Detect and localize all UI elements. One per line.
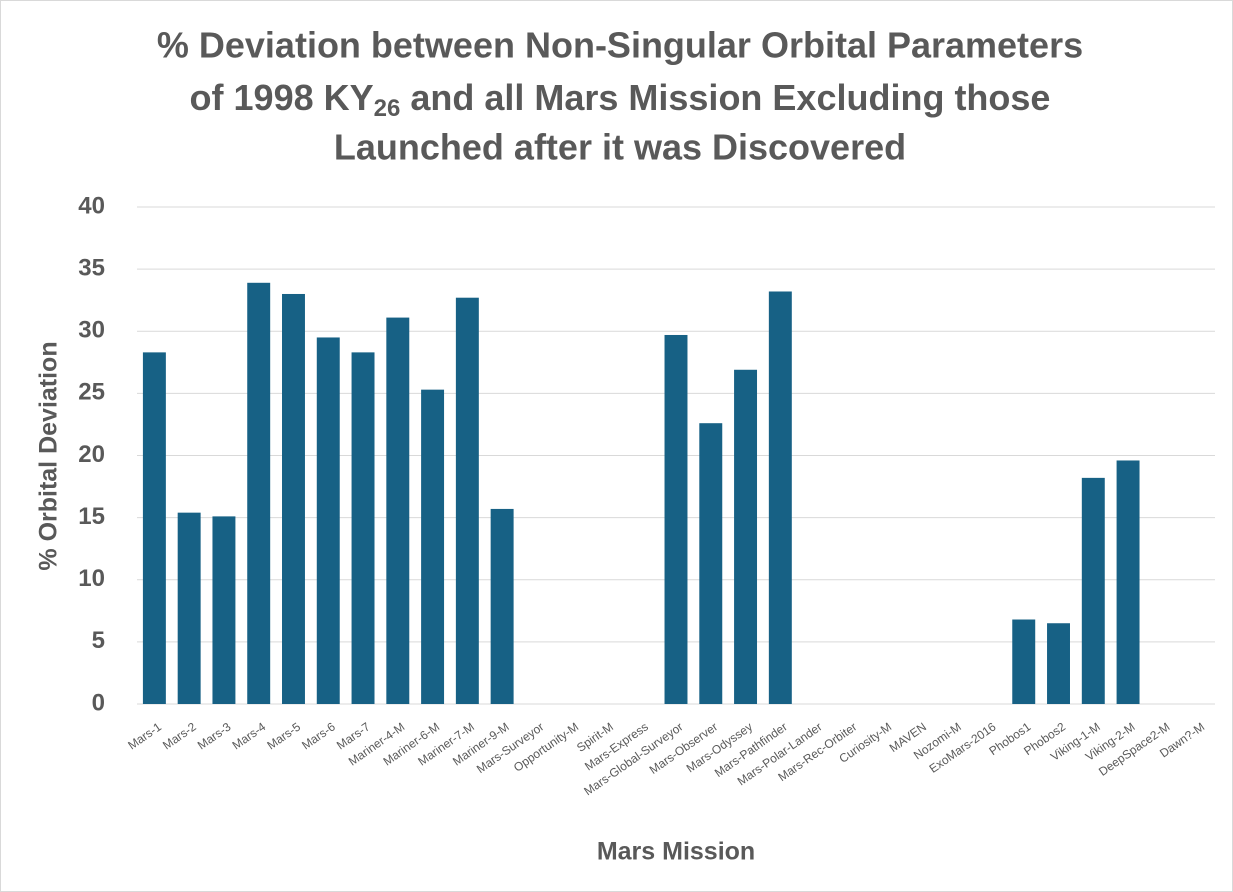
bar (699, 423, 723, 704)
y-axis-title: % Orbital Deviation (35, 341, 63, 570)
bar (316, 337, 340, 704)
y-tick-label: 15 (78, 503, 105, 530)
bar (386, 317, 410, 704)
title-part: of 1998 KY (190, 77, 374, 118)
y-tick-label: 5 (92, 627, 105, 654)
bar (490, 508, 514, 704)
y-tick-label: 20 (78, 441, 105, 468)
bar (142, 352, 166, 704)
bar (734, 369, 758, 704)
bar (1081, 477, 1105, 704)
bar (282, 293, 305, 704)
bar (664, 334, 688, 704)
bar (455, 297, 479, 704)
chart-title-line: of 1998 KY26 and all Mars Mission Excludi… (190, 77, 1051, 123)
bar (768, 291, 792, 704)
y-tick-label: 40 (78, 192, 105, 219)
bar (212, 516, 236, 704)
y-tick-label: 35 (78, 254, 105, 281)
bar (177, 512, 201, 704)
bar (421, 389, 445, 704)
bar (351, 352, 375, 704)
y-tick-label: 10 (78, 565, 105, 592)
title-subscript: 26 (374, 95, 401, 122)
y-tick-label: 25 (78, 379, 105, 406)
title-part: and all Mars Mission Excluding those (410, 77, 1050, 118)
bar (247, 282, 271, 704)
y-tick-label: 0 (92, 689, 105, 716)
chart-title-line: % Deviation between Non-Singular Orbital… (157, 25, 1083, 66)
x-axis-title: Mars Mission (597, 838, 755, 866)
bar (1116, 460, 1140, 704)
chart-title-line: Launched after it was Discovered (334, 127, 906, 168)
bar (1047, 623, 1070, 704)
bar (1012, 619, 1036, 704)
y-tick-label: 30 (78, 317, 105, 344)
